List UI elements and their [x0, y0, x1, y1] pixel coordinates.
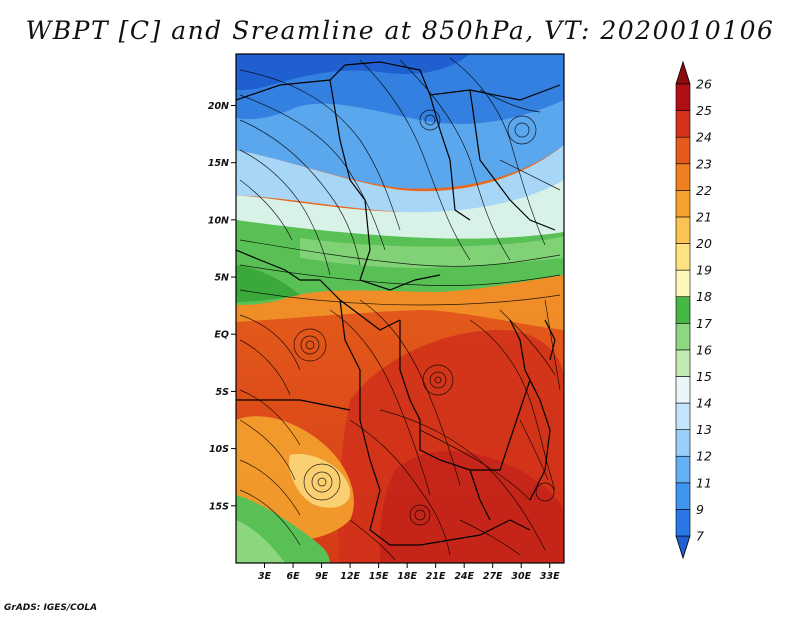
- colorbar-box: [675, 322, 691, 351]
- colorbar-box: [675, 216, 691, 244]
- colorbar-label: 20: [696, 236, 712, 251]
- colorbar: 7 9 11 12 13 14 15 16 17 18 19 20 21 22 23 24 25 26: [675, 60, 712, 560]
- country-borders: [236, 61, 561, 546]
- pale-band: [236, 170, 564, 239]
- colorbar-label: 23: [696, 156, 712, 171]
- colorbar-label: 15: [696, 369, 712, 384]
- lat-label: EQ: [214, 330, 229, 341]
- lon-label: 9E: [315, 571, 329, 582]
- lon-label: 21E: [426, 571, 446, 582]
- hot-core-south: [379, 451, 564, 563]
- colorbar-box: [675, 190, 691, 218]
- map-title: WBPT [C] and Sreamline at 850hPa, VT: 20…: [25, 16, 775, 45]
- colorbar-label: 9: [696, 502, 704, 517]
- colorbar-box: [675, 136, 691, 165]
- lat-label: 20N: [208, 101, 229, 112]
- longitude-axis: 3E 6E 9E 12E 15E 18E 21E 24E 27E 30E 33E: [258, 563, 560, 582]
- colorbar-label: 19: [696, 263, 712, 278]
- colorbar-label: 7: [696, 529, 704, 544]
- colorbar-box: [675, 482, 691, 510]
- colorbar-box: [675, 163, 691, 191]
- colorbar-label: 24: [696, 130, 712, 145]
- colorbar-box: [675, 376, 691, 404]
- lon-label: 33E: [540, 571, 560, 582]
- latitude-axis: 20N 15N 10N 5N EQ 5S 10S 15S: [208, 101, 236, 512]
- lon-label: 30E: [511, 571, 531, 582]
- colorbar-box: [675, 402, 691, 430]
- colorbar-min-arrow: [675, 535, 691, 560]
- colorbar-box: [675, 296, 691, 324]
- colorbar-max-arrow: [675, 60, 691, 85]
- colorbar-label: 22: [696, 183, 712, 198]
- lon-label: 18E: [397, 571, 417, 582]
- lat-label: 15N: [208, 158, 229, 169]
- colorbar-box: [675, 509, 691, 537]
- light-green-patch-sw: [236, 520, 285, 563]
- footer-credit: GrADS: IGES/COLA: [4, 603, 98, 613]
- colorbar-box: [675, 243, 691, 271]
- colorbar-box: [675, 269, 691, 298]
- light-green-strip: [300, 236, 564, 268]
- lon-label: 15E: [369, 571, 389, 582]
- lat-label: 10S: [209, 444, 229, 455]
- colorbar-label: 14: [696, 396, 712, 411]
- light-blue-band: [236, 145, 564, 213]
- colorbar-label: 16: [696, 342, 712, 357]
- blue-darkest: [236, 54, 470, 90]
- lon-label: 6E: [286, 571, 300, 582]
- lon-label: 27E: [483, 571, 503, 582]
- lon-label: 12E: [340, 571, 360, 582]
- colorbar-box: [675, 110, 691, 138]
- colorbar-label: 18: [696, 289, 712, 304]
- streamlines: [239, 57, 561, 561]
- colorbar-label: 17: [696, 316, 712, 331]
- lat-label: 15S: [209, 501, 229, 512]
- colorbar-label: 12: [696, 449, 712, 464]
- colorbar-label: 21: [696, 209, 712, 224]
- colorbar-box: [675, 429, 691, 457]
- dark-green-west: [236, 265, 300, 302]
- colorbar-box: [675, 455, 691, 484]
- colorbar-box: [675, 349, 691, 377]
- colorbar-label: 25: [696, 103, 712, 118]
- colorbar-box: [675, 83, 691, 111]
- lat-label: 5N: [214, 273, 229, 284]
- lon-label: 3E: [258, 571, 272, 582]
- lat-label: 5S: [216, 387, 230, 398]
- colorbar-label: 26: [696, 77, 712, 92]
- map-area: [236, 54, 564, 563]
- lat-label: 10N: [208, 215, 229, 226]
- colorbar-label: 13: [696, 422, 712, 437]
- map-frame: [235, 53, 565, 564]
- colorbar-label: 11: [696, 475, 712, 490]
- lon-label: 24E: [454, 571, 474, 582]
